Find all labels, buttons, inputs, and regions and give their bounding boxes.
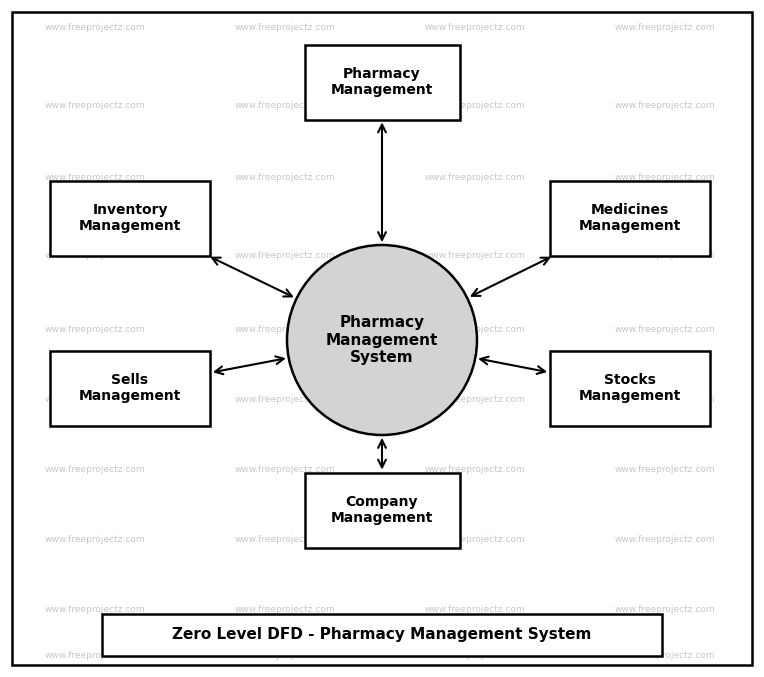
Text: www.freeprojectz.com: www.freeprojectz.com (615, 536, 715, 544)
Text: www.freeprojectz.com: www.freeprojectz.com (235, 651, 335, 659)
Text: www.freeprojectz.com: www.freeprojectz.com (235, 395, 335, 404)
Bar (50, 351, 210, 426)
Text: www.freeprojectz.com: www.freeprojectz.com (615, 651, 715, 659)
Text: www.freeprojectz.com: www.freeprojectz.com (425, 173, 526, 183)
Text: www.freeprojectz.com: www.freeprojectz.com (44, 651, 145, 659)
Text: www.freeprojectz.com: www.freeprojectz.com (425, 466, 526, 475)
Text: www.freeprojectz.com: www.freeprojectz.com (44, 326, 145, 334)
Text: www.freeprojectz.com: www.freeprojectz.com (44, 536, 145, 544)
Text: www.freeprojectz.com: www.freeprojectz.com (425, 605, 526, 615)
Bar (305, 45, 459, 120)
Bar (50, 181, 210, 255)
Text: www.freeprojectz.com: www.freeprojectz.com (425, 651, 526, 659)
Text: www.freeprojectz.com: www.freeprojectz.com (44, 100, 145, 110)
Text: www.freeprojectz.com: www.freeprojectz.com (425, 100, 526, 110)
Text: www.freeprojectz.com: www.freeprojectz.com (44, 250, 145, 259)
Text: www.freeprojectz.com: www.freeprojectz.com (235, 326, 335, 334)
Bar (102, 614, 662, 656)
Text: Medicines
Management: Medicines Management (579, 203, 681, 233)
Text: www.freeprojectz.com: www.freeprojectz.com (235, 100, 335, 110)
Text: www.freeprojectz.com: www.freeprojectz.com (615, 173, 715, 183)
Text: www.freeprojectz.com: www.freeprojectz.com (235, 173, 335, 183)
Text: Pharmacy
Management: Pharmacy Management (331, 67, 433, 97)
Text: www.freeprojectz.com: www.freeprojectz.com (615, 24, 715, 32)
Circle shape (287, 245, 477, 435)
Text: Pharmacy
Management
System: Pharmacy Management System (325, 315, 439, 365)
Bar (550, 181, 710, 255)
Text: www.freeprojectz.com: www.freeprojectz.com (235, 466, 335, 475)
Text: www.freeprojectz.com: www.freeprojectz.com (615, 326, 715, 334)
Text: Zero Level DFD - Pharmacy Management System: Zero Level DFD - Pharmacy Management Sys… (173, 628, 591, 642)
Text: www.freeprojectz.com: www.freeprojectz.com (425, 24, 526, 32)
Text: www.freeprojectz.com: www.freeprojectz.com (44, 24, 145, 32)
Text: Inventory
Management: Inventory Management (79, 203, 181, 233)
Text: www.freeprojectz.com: www.freeprojectz.com (615, 395, 715, 404)
Text: www.freeprojectz.com: www.freeprojectz.com (235, 250, 335, 259)
Text: www.freeprojectz.com: www.freeprojectz.com (235, 536, 335, 544)
Text: www.freeprojectz.com: www.freeprojectz.com (615, 466, 715, 475)
Bar (550, 351, 710, 426)
Bar (305, 473, 459, 548)
Text: www.freeprojectz.com: www.freeprojectz.com (44, 173, 145, 183)
Text: Company
Management: Company Management (331, 495, 433, 525)
Text: www.freeprojectz.com: www.freeprojectz.com (425, 250, 526, 259)
Text: Sells
Management: Sells Management (79, 373, 181, 403)
Text: www.freeprojectz.com: www.freeprojectz.com (425, 395, 526, 404)
Text: www.freeprojectz.com: www.freeprojectz.com (235, 605, 335, 615)
Text: www.freeprojectz.com: www.freeprojectz.com (615, 250, 715, 259)
Text: www.freeprojectz.com: www.freeprojectz.com (44, 605, 145, 615)
Text: Stocks
Management: Stocks Management (579, 373, 681, 403)
Text: www.freeprojectz.com: www.freeprojectz.com (425, 326, 526, 334)
Text: www.freeprojectz.com: www.freeprojectz.com (615, 605, 715, 615)
Text: www.freeprojectz.com: www.freeprojectz.com (615, 100, 715, 110)
Text: www.freeprojectz.com: www.freeprojectz.com (44, 395, 145, 404)
Text: www.freeprojectz.com: www.freeprojectz.com (425, 536, 526, 544)
Text: www.freeprojectz.com: www.freeprojectz.com (44, 466, 145, 475)
Text: www.freeprojectz.com: www.freeprojectz.com (235, 24, 335, 32)
